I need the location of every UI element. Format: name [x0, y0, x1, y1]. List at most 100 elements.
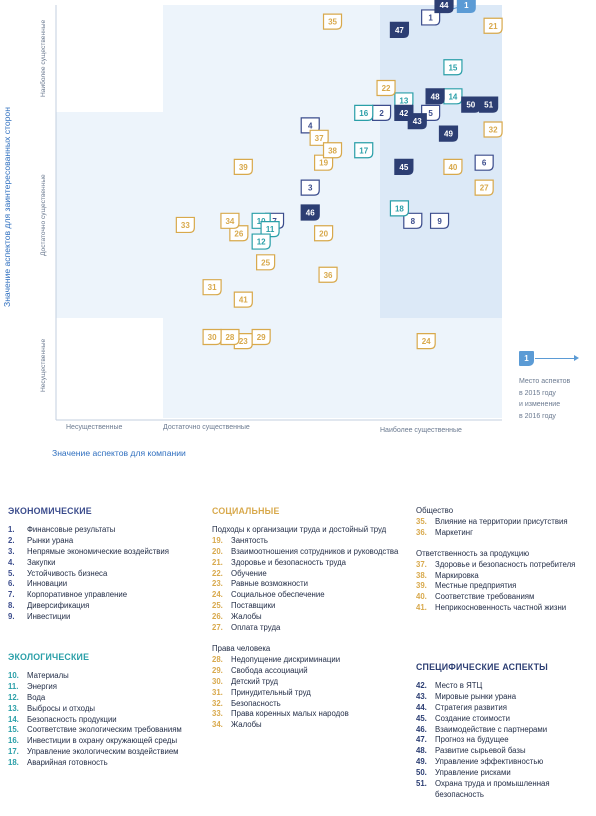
marker-label: 32	[489, 126, 498, 135]
aspect-marker: 8	[403, 212, 423, 229]
aspect-name: Вода	[27, 692, 46, 702]
marker-shape	[421, 9, 441, 26]
aspect-marker: 46	[300, 204, 320, 221]
aspect-number: 43.	[416, 691, 427, 701]
aspect-name: Права коренных малых народов	[231, 709, 349, 719]
aspect-marker: 49	[438, 125, 459, 142]
aspect-name: Безопасность продукции	[27, 714, 117, 724]
aspect-number: 46.	[416, 724, 427, 734]
aspect-name: Поставщики	[231, 601, 276, 611]
aspect-list-item: 36. Маркетинг	[416, 528, 594, 539]
specific-list: 42. Место в ЯТЦ 43. Мировые рынки урана 44. С…	[416, 681, 594, 801]
aspect-list-item: 22. Обучение	[212, 569, 402, 580]
aspect-name: Диверсификация	[27, 601, 90, 611]
x-axis-title: Значение аспектов для компании	[52, 448, 186, 458]
marker-shape	[483, 17, 503, 34]
aspect-list-item: 30. Детский труд	[212, 677, 402, 688]
aspect-list-item: 42. Место в ЯТЦ	[416, 681, 594, 692]
marker-label: 22	[382, 84, 391, 93]
aspect-number: 38.	[416, 570, 427, 580]
aspect-name: Корпоративное управление	[27, 590, 128, 600]
aspect-number: 48.	[416, 746, 427, 756]
aspect-name: Управление экологическим воздействием	[27, 747, 179, 757]
marker-shape	[474, 154, 494, 171]
marker-label: 46	[306, 209, 315, 218]
aspect-marker: 12	[251, 233, 271, 250]
aspect-number: 25.	[212, 601, 223, 611]
aspect-number: 28.	[212, 654, 223, 664]
marker-label: 36	[324, 271, 333, 280]
aspect-marker: 48	[425, 88, 445, 105]
aspect-name: Маркировка	[435, 570, 479, 580]
x-tick-high: Наиболее существенные	[380, 427, 462, 434]
aspect-number: 9.	[8, 612, 15, 622]
aspect-marker: 27	[474, 179, 494, 196]
marker-shape	[220, 328, 240, 346]
marker-label: 28	[225, 333, 234, 342]
marker-label: 21	[489, 22, 498, 31]
marker-shape	[220, 212, 240, 229]
aspect-number: 20.	[212, 546, 223, 556]
marker-shape	[394, 158, 414, 175]
aspect-marker: 24	[416, 333, 436, 350]
aspect-name: Взаимодействие с партнерами	[435, 724, 548, 734]
aspect-number: 37.	[416, 559, 427, 569]
aspect-list-item: 2. Рынки урана	[8, 536, 198, 547]
aspect-list-item: 33. Права коренных малых народов	[212, 709, 402, 720]
aspect-marker: 25	[256, 254, 276, 271]
aspect-number: 21.	[212, 557, 223, 567]
marker-label: 14	[448, 92, 457, 101]
aspect-list-item: 46. Взаимодействие с партнерами	[416, 725, 594, 736]
aspect-list-item: 3. Непрямые экономические воздействия	[8, 547, 198, 558]
aspect-name: Создание стоимости	[435, 713, 510, 723]
legend-row: 1	[519, 351, 595, 369]
marker-shape	[229, 225, 249, 242]
aspect-marker: 9	[429, 212, 450, 229]
subgroup-title: Права человека	[212, 643, 271, 653]
aspect-list-item: 44. Стратегия развития	[416, 703, 594, 714]
aspect-number: 29.	[212, 665, 223, 675]
marker-label: 29	[257, 333, 266, 342]
society-list: 35. Влияние на территории присутствия 36. М…	[416, 517, 594, 539]
aspect-number: 11.	[8, 681, 19, 691]
aspect-marker: 32	[483, 121, 503, 138]
aspect-name: Прогноз на будущее	[435, 735, 509, 745]
marker-shape	[443, 59, 463, 76]
aspect-name: Инвестиции	[27, 612, 71, 622]
aspect-marker: 26	[229, 225, 249, 242]
aspect-number: 17.	[8, 747, 19, 757]
aspect-name: Соответствие требованиям	[435, 592, 535, 602]
y-axis-title: Значение аспектов для заинтересованных с…	[2, 107, 12, 308]
aspect-number: 4.	[8, 557, 15, 567]
marker-shape	[322, 142, 343, 159]
marker-shape	[322, 13, 343, 30]
aspect-list-item: 50. Управление рисками	[416, 768, 594, 779]
aspect-list-item: 10. Материалы	[8, 671, 198, 682]
legend: 1 Место аспектов в 2015 году и изменение…	[519, 351, 595, 422]
aspect-marker: 15	[443, 59, 463, 76]
aspect-marker: 22	[376, 79, 396, 97]
social-group-continued: Общество 35. Влияние на территории присут…	[416, 506, 594, 614]
marker-label: 44	[440, 1, 449, 10]
aspect-number: 24.	[212, 590, 223, 600]
aspect-name: Местные предприятия	[435, 581, 517, 591]
y-tick-mid: Достаточно существенные	[40, 174, 47, 256]
aspect-list-item: 18. Аварийная готовность	[8, 758, 198, 769]
aspect-name: Развитие сырьевой базы	[435, 746, 526, 756]
subgroup-title: Подходы к организации труда и достойный …	[212, 524, 387, 534]
aspect-name: Место в ЯТЦ	[435, 680, 483, 690]
marker-label: 9	[437, 217, 442, 226]
aspect-number: 18.	[8, 758, 19, 768]
aspect-name: Выбросы и отходы	[27, 703, 95, 713]
marker-shape	[260, 221, 280, 238]
aspect-list-item: 17. Управление экологическим воздействием	[8, 747, 198, 758]
aspect-number: 2.	[8, 535, 15, 545]
aspect-list-item: 49. Управление эффективностью	[416, 757, 594, 768]
legend-text: Место аспектов в 2015 году и изменение в…	[519, 376, 595, 422]
marker-label: 23	[239, 337, 248, 346]
marker-shape	[354, 142, 374, 159]
aspect-list-item: 27. Оплата труда	[212, 623, 402, 634]
marker-label: 8	[411, 217, 416, 226]
aspect-list-item: 26. Жалобы	[212, 612, 402, 623]
aspect-marker: 43	[407, 113, 427, 130]
